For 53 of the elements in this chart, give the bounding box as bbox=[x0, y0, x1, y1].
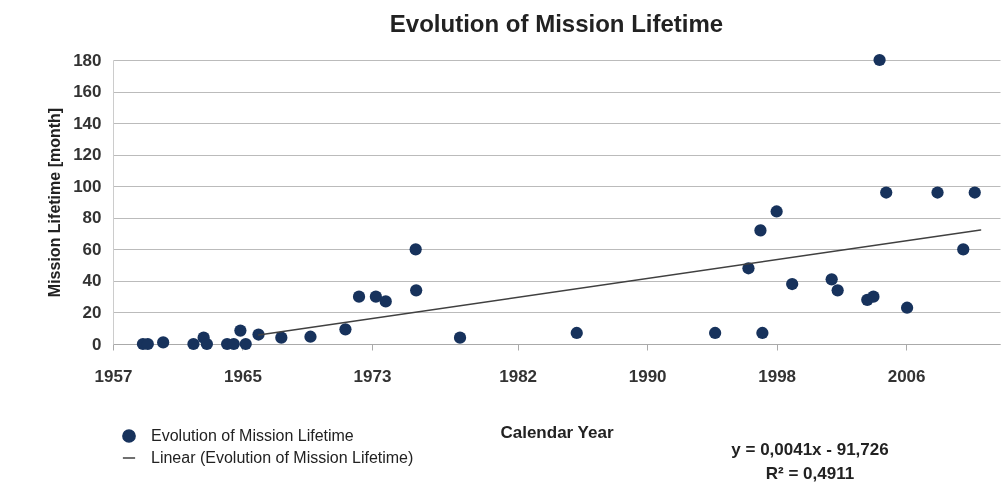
y-tick-label: 40 bbox=[82, 271, 102, 291]
point bbox=[873, 53, 886, 67]
point bbox=[931, 186, 944, 199]
point bbox=[709, 326, 722, 340]
point bbox=[187, 337, 200, 351]
point bbox=[867, 290, 880, 303]
point bbox=[275, 331, 288, 344]
legend-label: Linear (Evolution of Mission Lifetime) bbox=[151, 449, 414, 466]
point bbox=[200, 337, 213, 351]
point bbox=[900, 301, 914, 314]
x-tick-label: 1998 bbox=[758, 366, 797, 386]
point bbox=[369, 290, 382, 303]
point bbox=[339, 323, 352, 336]
x-tick-label: 1990 bbox=[628, 366, 667, 386]
y-tick-label: 180 bbox=[73, 50, 102, 70]
point bbox=[379, 295, 392, 308]
x-tick-label: 2006 bbox=[887, 366, 926, 386]
point bbox=[453, 331, 467, 344]
point bbox=[304, 330, 317, 343]
text: R² = 0,4911 bbox=[764, 463, 856, 485]
y-tick-label: 80 bbox=[82, 208, 102, 228]
point bbox=[410, 284, 423, 297]
point bbox=[825, 273, 838, 286]
point bbox=[157, 336, 170, 349]
point bbox=[770, 205, 783, 218]
y-tick-label: 100 bbox=[73, 176, 102, 196]
y-tick-label: 0 bbox=[92, 334, 102, 354]
x-tick-label: 1973 bbox=[353, 366, 392, 386]
chart-title: Evolution of Mission Lifetime bbox=[389, 10, 724, 37]
y-tick-label: 20 bbox=[82, 302, 102, 322]
y-axis-title: Mission Lifetime [month] bbox=[46, 107, 64, 298]
point bbox=[234, 324, 247, 337]
point bbox=[880, 186, 893, 199]
point bbox=[754, 224, 767, 237]
x-axis-title: Calendar Year bbox=[500, 422, 614, 442]
point bbox=[570, 326, 583, 340]
x-tick-label: 1965 bbox=[224, 366, 262, 386]
y-tick-label: 120 bbox=[73, 145, 102, 165]
x-tick-label: 1957 bbox=[94, 366, 133, 386]
point bbox=[352, 290, 366, 303]
text: y = 0,0041x - 91,726 bbox=[730, 439, 890, 461]
point bbox=[786, 277, 799, 291]
point bbox=[968, 186, 981, 199]
legend-label: Evolution of Mission Lifetime bbox=[151, 427, 354, 444]
point bbox=[756, 326, 769, 340]
y-tick-label: 60 bbox=[82, 239, 102, 259]
point bbox=[239, 337, 252, 351]
point bbox=[957, 243, 970, 256]
y-tick-label: 140 bbox=[73, 113, 102, 133]
point bbox=[409, 243, 422, 256]
point bbox=[831, 284, 844, 297]
y-tick-label: 160 bbox=[73, 82, 102, 102]
x-tick-label: 1982 bbox=[499, 366, 538, 386]
